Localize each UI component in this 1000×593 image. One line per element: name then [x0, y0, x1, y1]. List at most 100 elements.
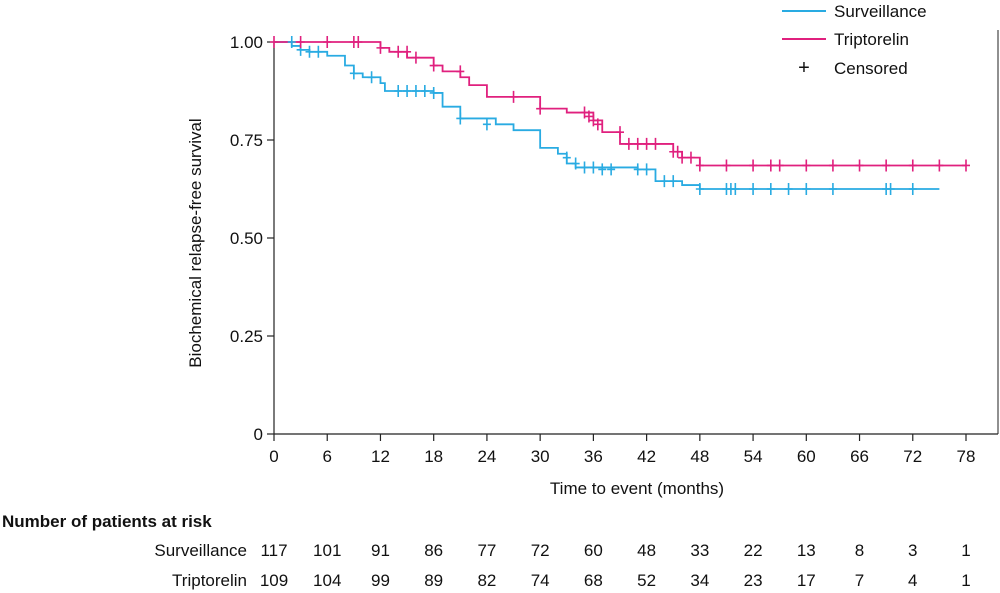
legend-label-surveillance: Surveillance — [834, 2, 927, 21]
censor-mark-surveillance — [403, 85, 412, 97]
censor-mark-triptorelin — [673, 145, 682, 158]
x-tick-label: 0 — [269, 447, 278, 466]
x-tick-label: 60 — [797, 447, 816, 466]
censor-mark-triptorelin — [749, 159, 758, 172]
risk-value: 89 — [424, 571, 443, 590]
censor-mark-triptorelin — [766, 159, 775, 172]
risk-value: 17 — [797, 571, 816, 590]
censor-mark-surveillance — [642, 163, 651, 176]
x-tick-label: 36 — [584, 447, 603, 466]
risk-value: 48 — [637, 541, 656, 560]
censor-mark-surveillance — [749, 183, 758, 195]
censor-mark-triptorelin — [354, 36, 363, 48]
x-ticks: 0 6 12 18 24 30 36 42 48 54 60 66 72 78 — [269, 434, 975, 466]
censor-mark-surveillance — [305, 45, 314, 58]
censor-mark-triptorelin — [882, 159, 891, 172]
risk-value: 109 — [260, 571, 288, 590]
censor-mark-triptorelin — [935, 159, 944, 172]
risk-value: 52 — [637, 571, 656, 590]
censor-mark-surveillance — [394, 85, 403, 97]
censor-mark-surveillance — [784, 183, 793, 195]
censor-mark-triptorelin — [580, 106, 589, 119]
risk-value: 7 — [855, 571, 864, 590]
risk-value: 13 — [797, 541, 816, 560]
censor-mark-surveillance — [287, 36, 296, 48]
risk-value: 3 — [908, 541, 917, 560]
y-tick-label: 0.75 — [230, 131, 263, 150]
risk-value: 60 — [584, 541, 603, 560]
censor-mark-triptorelin — [616, 126, 624, 139]
censor-mark-triptorelin — [593, 118, 602, 131]
risk-value: 104 — [313, 571, 341, 590]
risk-value: 99 — [371, 571, 390, 590]
censor-mark-surveillance — [562, 151, 571, 164]
censor-mark-surveillance — [695, 183, 704, 195]
censor-mark-triptorelin — [411, 51, 420, 64]
censor-mark-surveillance — [314, 45, 323, 58]
censor-mark-surveillance — [908, 183, 917, 195]
censor-mark-triptorelin — [855, 159, 864, 172]
censor-mark-surveillance — [633, 163, 642, 176]
censor-mark-surveillance — [886, 183, 895, 195]
axes — [273, 30, 999, 435]
censor-mark-triptorelin — [633, 137, 642, 150]
censor-mark-triptorelin — [695, 159, 704, 172]
x-tick-label: 12 — [371, 447, 390, 466]
censor-mark-surveillance — [660, 175, 669, 188]
censor-mark-triptorelin — [296, 36, 305, 48]
censor-mark-triptorelin — [429, 59, 438, 72]
censor-mark-triptorelin — [589, 114, 598, 127]
risk-table: Surveillance Triptorelin 117 101 91 86 77 72 6… — [154, 541, 970, 590]
censor-mark-triptorelin — [828, 159, 837, 172]
x-tick-label: 78 — [957, 447, 976, 466]
censor-mark-surveillance — [731, 183, 740, 195]
censor-mark-surveillance — [589, 161, 598, 174]
censor-mark-surveillance — [571, 157, 580, 170]
censor-mark-surveillance — [802, 183, 811, 195]
censor-mark-triptorelin — [323, 36, 332, 48]
risk-value: 117 — [260, 541, 287, 560]
risk-value: 33 — [690, 541, 709, 560]
censor-mark-surveillance — [420, 85, 429, 97]
risk-value: 4 — [908, 571, 917, 590]
risk-value: 22 — [744, 541, 763, 560]
censor-mark-surveillance — [580, 161, 589, 174]
risk-value: 8 — [855, 541, 864, 560]
censor-mark-triptorelin — [456, 65, 465, 78]
y-tick-label: 1.00 — [230, 33, 263, 52]
censor-mark-surveillance — [411, 85, 420, 97]
censor-mark-triptorelin — [642, 137, 651, 150]
x-tick-label: 54 — [744, 447, 763, 466]
censor-mark-triptorelin — [270, 36, 278, 48]
censor-mark-surveillance — [482, 118, 491, 131]
censor-mark-surveillance — [456, 112, 465, 125]
risk-value: 68 — [584, 571, 603, 590]
censor-mark-triptorelin — [802, 159, 811, 172]
x-tick-label: 48 — [690, 447, 709, 466]
censor-mark-triptorelin — [722, 159, 731, 172]
censor-mark-triptorelin — [962, 159, 970, 172]
y-tick-label: 0.25 — [230, 327, 263, 346]
y-tick-label: 0 — [254, 425, 263, 444]
censor-mark-triptorelin — [686, 151, 695, 164]
censor-mark-triptorelin — [509, 90, 518, 103]
censor-mark-triptorelin — [394, 45, 403, 58]
legend: Surveillance Triptorelin + Censored — [782, 2, 927, 79]
risk-value: 91 — [371, 541, 390, 560]
censor-mark-surveillance — [607, 163, 616, 176]
x-tick-label: 42 — [637, 447, 656, 466]
risk-value: 72 — [531, 541, 550, 560]
censor-mark-surveillance — [669, 175, 678, 188]
censor-mark-surveillance — [349, 67, 358, 80]
risk-value: 23 — [744, 571, 763, 590]
y-axis-title: Biochemical relapse-free survival — [186, 118, 205, 367]
censor-mark-triptorelin — [624, 137, 633, 150]
x-tick-label: 30 — [531, 447, 550, 466]
censor-mark-surveillance — [766, 183, 775, 195]
risk-value: 77 — [477, 541, 496, 560]
censor-mark-triptorelin — [678, 151, 687, 164]
risk-value: 1 — [961, 541, 970, 560]
risk-value: 34 — [690, 571, 709, 590]
